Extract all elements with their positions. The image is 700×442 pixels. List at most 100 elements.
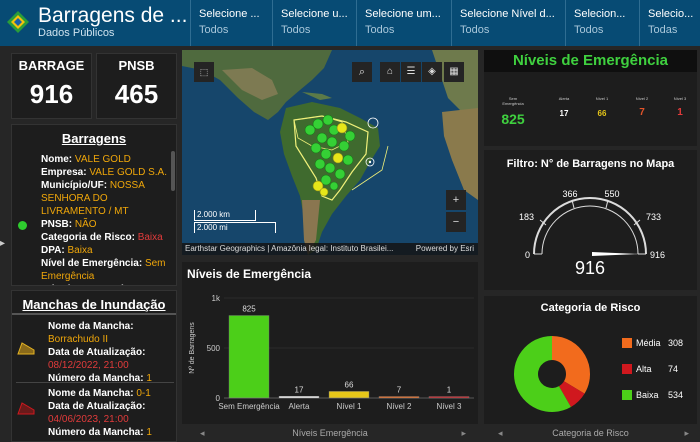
flood-polygon-icon [17,402,35,415]
niveis-title: Níveis de Emergência [484,50,697,72]
barragens-title: Barragens [61,131,127,146]
barragens-panel: Barragens Nome: VALE GOLD Empresa: VALE … [11,124,177,286]
level-value: 1 [677,107,683,118]
select-icon[interactable]: ⬚ [194,62,214,82]
x-tick-label: Nível 2 [387,402,412,411]
search-icon[interactable]: ⌕ [352,62,372,82]
next-icon[interactable]: ▸ [684,428,689,438]
x-tick-label: Nível 1 [337,402,362,411]
prev-icon[interactable]: ◂ [200,428,205,438]
legend-value: 534 [668,390,684,400]
mancha-info: Nome da Mancha: Borrachudo II Data de At… [48,320,173,385]
field-value: Baixa [67,245,93,256]
x-tick-label: Nível 3 [437,402,462,411]
x-tick-label: Sem Emergência [218,402,280,411]
x-axis-title: Níveis Emergência [292,428,368,438]
kpi-barrage: BARRAGE 916 [11,53,92,119]
mancha-date: 08/12/2022, 21:00 [48,360,129,371]
divider [12,313,176,315]
level-label: Nível 3 [673,96,687,101]
donut-slice[interactable] [558,381,585,407]
level-label: Nível 1 [595,96,609,101]
gauge-panel: Filtro: N° de Barragens no Mapa 0 183 36… [484,150,697,290]
field-key: Empresa: [41,167,90,178]
filter-2[interactable]: Selecione u... Todos [272,0,356,46]
field-value: VALE GOLD S.A. [89,167,167,178]
level-alerta: Alerta 17 [554,96,574,118]
risco-panel: Categoria de Risco [484,296,697,442]
field-key: Nome da Mancha: [48,388,134,399]
gauge-needle [592,252,640,256]
prev-icon[interactable]: ◂ [498,428,503,438]
level-sem-emergencia: Sem Emergência 825 [498,96,528,127]
level-value: 66 [597,109,607,118]
gauge-tick: 366 [562,189,577,199]
attribution-text: Earthstar Geographics | Amazônia legal: … [185,244,394,253]
map-attribution: Earthstar Geographics | Amazônia legal: … [182,243,478,255]
legend-label: Alta [636,364,652,374]
kpi-value: 916 [29,79,74,109]
level-nivel-3: Nível 3 1 [670,96,690,118]
mancha-item[interactable]: Nome da Mancha: Borrachudo II Data de At… [12,317,172,384]
y-tick-label: 500 [207,344,221,353]
filter-label: Selecion... [574,8,626,20]
field-key: Nome da Mancha: [48,321,134,332]
level-nivel-1: Nível 1 66 [592,96,612,118]
legend-label: Baixa [636,390,659,400]
scale-mi: 2.000 mi [194,222,276,233]
niveis-panel: Níveis de Emergência Sem Emergência 825 … [484,50,697,146]
mancha-number: 1 [146,373,152,384]
filter-5[interactable]: Selecion... Todos [565,0,639,46]
gauge-tick: 183 [519,212,534,222]
divider [16,382,174,383]
field-value: NOSSA SENHORA DO LIVRAMENTO / MT [41,180,145,217]
field-value: Baixa [137,232,163,243]
bar-value-label: 66 [345,380,354,389]
gauge-tick: 733 [646,212,661,222]
manchas-title: Manchas de Inundação [22,297,166,312]
basemap-icon[interactable]: ▦ [444,62,464,82]
level-value: 7 [639,107,645,118]
filter-1[interactable]: Selecione ... Todos [190,0,272,46]
scale-km: 2.000 km [194,210,256,221]
donut-slice[interactable] [514,336,571,412]
field-key: Data de Atualização: [48,347,146,358]
filter-bar: Selecione ... Todos Selecione u... Todos S… [190,0,700,46]
filter-value: Todas [648,24,678,36]
next-icon[interactable]: ▸ [461,428,466,438]
level-label: Alerta [558,96,570,101]
filter-6[interactable]: Selecio... Todas [639,0,700,46]
donut-slice[interactable] [552,336,590,394]
zoom-out-icon[interactable]: − [446,212,466,232]
field-value: Sem Emergência [41,258,166,282]
layers-icon[interactable]: ◈ [422,62,442,82]
risco-footer: ◂ Categoria de Risco ▸ [484,424,697,442]
field-key: Número da Mancha: [48,373,144,384]
field-key: Categoria de Risco: [41,232,138,243]
app-title: Barragens de ... [38,4,188,27]
mancha-item[interactable]: Nome da Mancha: 0-1 Data de Atualização:… [12,385,173,441]
emergency-chart-panel: Níveis de Emergência 0 500 1k Nº de Barrage… [182,262,478,442]
collapse-left-icon[interactable]: ▸ [0,238,6,249]
kpi-value: 465 [114,79,159,109]
field-key: Município/UF: [41,180,110,191]
y-axis-label: Nº de Barragens [189,322,196,374]
home-icon[interactable]: ⌂ [380,62,400,82]
flood-polygon-icon [17,342,35,355]
chart-title: Níveis de Emergência [187,267,312,281]
map-canvas [182,50,478,255]
filter-value: Todos [365,24,395,36]
list-icon[interactable]: ☰ [401,62,421,82]
scrollbar[interactable] [171,151,175,191]
filter-3[interactable]: Selecione um... Todos [356,0,451,46]
filter-value: Todos [574,24,604,36]
mancha-info: Nome da Mancha: 0-1 Data de Atualização:… [48,387,173,439]
risco-footer-label: Categoria de Risco [552,428,629,438]
map-view[interactable]: ⬚ ⌕ ⌂ ☰ ◈ ▦ + − 2.000 km 2.000 mi Earths… [182,50,478,255]
x-tick-label: Alerta [289,402,310,411]
level-nivel-2: Nível 2 7 [632,96,652,118]
bar-value-label: 1 [447,386,452,395]
zoom-in-icon[interactable]: + [446,190,466,210]
filter-4[interactable]: Selecione Nível d... Todos [451,0,565,46]
